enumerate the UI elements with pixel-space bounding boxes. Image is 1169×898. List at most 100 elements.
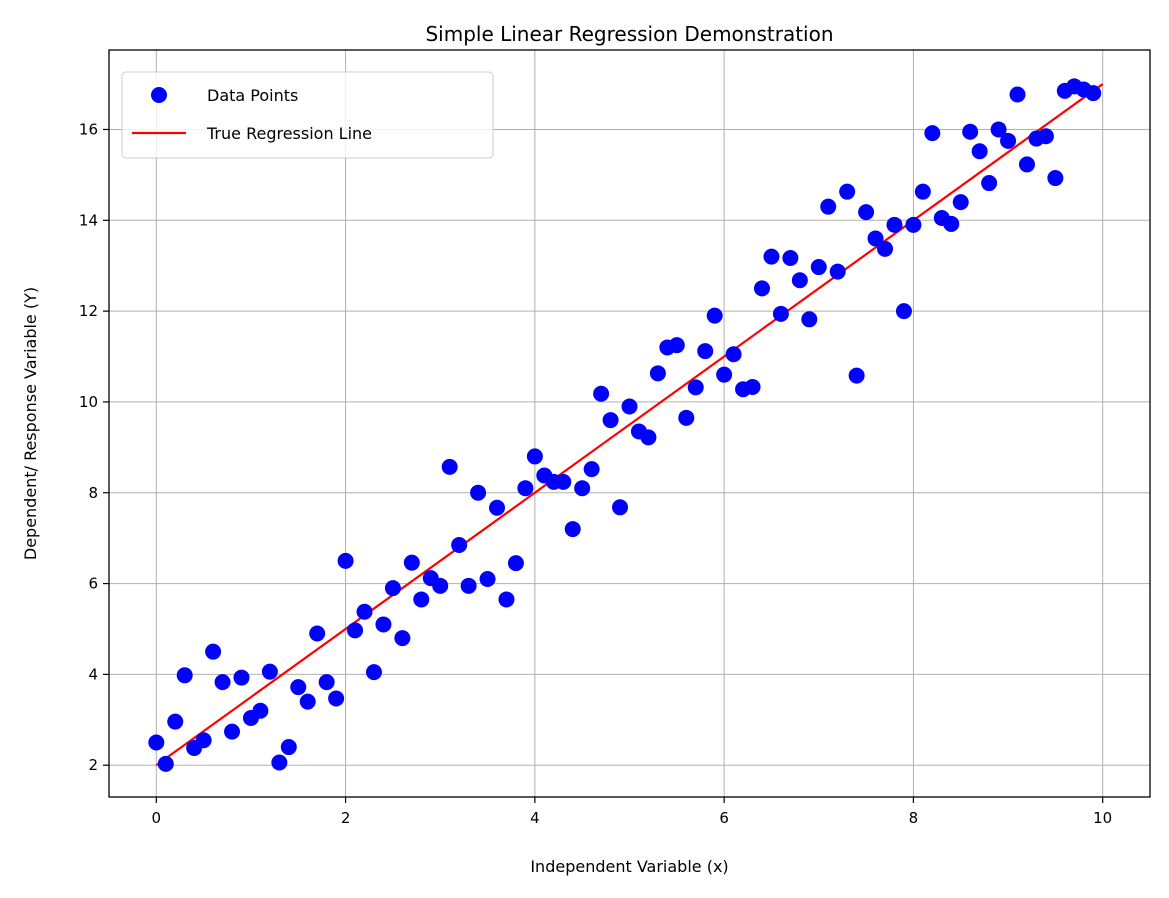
data-point xyxy=(744,378,761,395)
data-point xyxy=(328,690,345,707)
data-point xyxy=(895,303,912,320)
data-point xyxy=(867,230,884,247)
data-point xyxy=(526,448,543,465)
data-point xyxy=(782,249,799,266)
regression-line-layer xyxy=(155,83,1104,767)
data-point xyxy=(981,175,998,192)
data-point xyxy=(299,693,316,710)
data-point xyxy=(678,409,695,426)
data-point xyxy=(962,123,979,140)
data-point xyxy=(347,622,364,639)
legend-label-data-points: Data Points xyxy=(207,86,298,105)
data-point xyxy=(365,664,382,681)
data-point xyxy=(801,311,818,328)
data-point xyxy=(763,248,780,265)
data-point xyxy=(1018,156,1035,173)
data-point xyxy=(176,667,193,684)
plot-frame xyxy=(108,49,1151,798)
data-point xyxy=(517,480,534,497)
y-tick-label: 12 xyxy=(79,302,98,320)
data-point xyxy=(706,307,723,324)
data-point xyxy=(195,732,212,749)
data-point xyxy=(697,343,714,360)
y-tick-label: 8 xyxy=(88,484,98,502)
legend: Data Points True Regression Line xyxy=(121,71,494,159)
data-point xyxy=(990,121,1007,138)
data-point xyxy=(1037,128,1054,145)
x-tick-label: 0 xyxy=(152,809,162,827)
data-point xyxy=(668,337,685,354)
data-point xyxy=(432,577,449,594)
data-point xyxy=(271,754,288,771)
data-point xyxy=(640,429,657,446)
data-point xyxy=(914,183,931,200)
data-point xyxy=(649,365,666,382)
data-point xyxy=(574,480,591,497)
data-point xyxy=(233,669,250,686)
data-point xyxy=(479,571,496,588)
data-point xyxy=(356,603,373,620)
y-axis-label: Dependent/ Response Variable (Y) xyxy=(21,287,40,560)
data-point xyxy=(602,412,619,429)
data-point xyxy=(261,663,278,680)
legend-label-regression-line: True Regression Line xyxy=(206,124,372,143)
x-tick-label: 4 xyxy=(530,809,540,827)
x-tick-label: 2 xyxy=(341,809,351,827)
y-tick-label: 6 xyxy=(88,575,98,593)
data-point xyxy=(460,577,477,594)
data-point xyxy=(858,204,875,221)
data-point xyxy=(877,240,894,257)
data-point xyxy=(157,755,174,772)
data-point xyxy=(612,499,629,516)
true-regression-line xyxy=(155,83,1104,767)
y-tick-label: 16 xyxy=(79,120,98,138)
data-point xyxy=(839,183,856,200)
data-point xyxy=(309,625,326,642)
data-point xyxy=(564,521,581,538)
data-point xyxy=(1085,85,1102,102)
data-point xyxy=(555,473,572,490)
data-point xyxy=(451,536,468,553)
data-point xyxy=(848,367,865,384)
data-point xyxy=(224,723,241,740)
x-axis-label: Independent Variable (x) xyxy=(530,857,728,876)
data-point xyxy=(820,198,837,215)
data-point xyxy=(280,739,297,756)
data-point xyxy=(725,346,742,363)
data-point xyxy=(791,272,808,289)
data-point xyxy=(1009,86,1026,103)
data-point xyxy=(716,366,733,383)
data-point xyxy=(470,484,487,501)
legend-marker-data-points xyxy=(151,87,167,103)
data-point xyxy=(205,643,222,660)
data-point xyxy=(214,674,231,691)
data-point xyxy=(498,591,515,608)
data-point xyxy=(167,713,184,730)
data-point xyxy=(772,305,789,322)
data-point xyxy=(148,734,165,751)
data-point xyxy=(1047,170,1064,187)
axis-ticks: 0 2 4 6 8 10 2 4 6 8 10 12 14 16 xyxy=(79,120,1112,827)
data-point xyxy=(384,580,401,597)
data-point xyxy=(593,385,610,402)
data-point xyxy=(507,555,524,572)
x-tick-label: 10 xyxy=(1093,809,1112,827)
data-point xyxy=(971,143,988,160)
data-point xyxy=(413,591,430,608)
y-tick-label: 4 xyxy=(88,665,98,683)
data-point xyxy=(394,630,411,647)
data-point xyxy=(753,280,770,297)
data-points-layer xyxy=(148,78,1102,772)
data-point xyxy=(924,125,941,142)
data-point xyxy=(403,554,420,571)
data-point xyxy=(318,674,335,691)
data-point xyxy=(886,216,903,233)
data-point xyxy=(621,398,638,415)
data-point xyxy=(441,458,458,475)
y-tick-label: 14 xyxy=(79,211,98,229)
data-point xyxy=(290,679,307,696)
data-point xyxy=(583,461,600,478)
data-point xyxy=(943,215,960,232)
data-point xyxy=(337,552,354,569)
